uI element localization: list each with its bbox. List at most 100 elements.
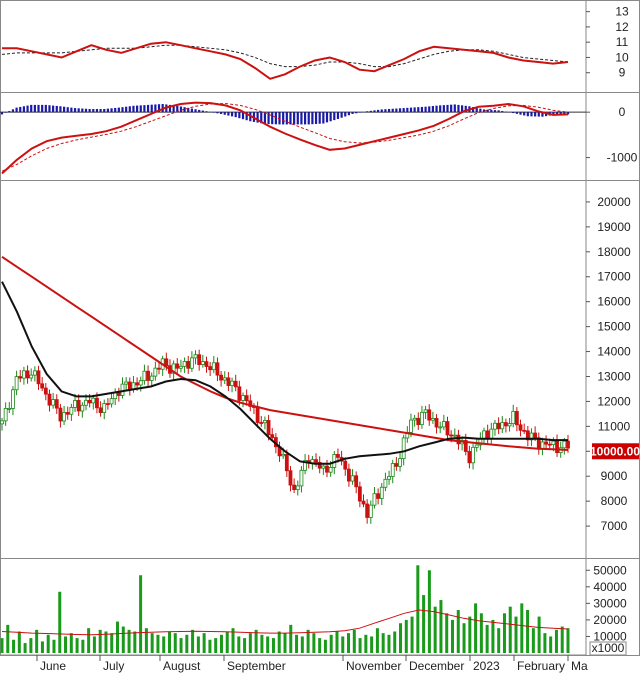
x-tick-label: Ma [571, 659, 588, 673]
candle-body [52, 400, 55, 406]
candle-body [413, 418, 416, 420]
price-tick-label: 19000 [597, 220, 631, 234]
candle-body [325, 466, 328, 472]
candle-body [453, 435, 456, 436]
volume-bar [41, 641, 44, 653]
volume-bar [301, 636, 304, 653]
volume-bar [561, 627, 564, 653]
volume-bar [486, 625, 489, 653]
volume-tick-label: 40000 [593, 580, 627, 594]
candle-body [84, 400, 87, 405]
volume-bar [405, 620, 408, 653]
volume-bar [330, 635, 333, 653]
volume-bar [12, 640, 15, 653]
candle-body [4, 408, 7, 420]
candle-body [431, 418, 434, 420]
price-tick-label: 17000 [597, 270, 631, 284]
rsi-signal-line [2, 45, 568, 66]
volume-bar [70, 633, 73, 653]
volume-bar [174, 633, 177, 653]
volume-bar [411, 617, 414, 653]
candle-body [63, 412, 66, 421]
candle-body [336, 454, 339, 457]
candle-body [154, 368, 157, 376]
volume-bar [347, 633, 350, 653]
candle-body [457, 435, 460, 444]
volume-bar [272, 638, 275, 653]
volume-unit-label: x1000 [592, 641, 625, 655]
volume-bar [491, 620, 494, 653]
candle-body [26, 371, 29, 378]
volume-bar [416, 565, 419, 653]
last-price-tag: 10000.00 [590, 443, 640, 459]
candle-body [512, 411, 515, 423]
candle-body [55, 400, 58, 409]
macd-tick-label: 0 [619, 105, 626, 119]
candle-body [271, 435, 274, 438]
candle-body [110, 399, 113, 404]
candle-body [472, 447, 475, 462]
volume-bar [139, 575, 142, 653]
volume-bar [284, 633, 287, 653]
candle-body [1, 421, 4, 424]
candle-body [329, 467, 332, 472]
rsi-tick-label: 9 [619, 66, 626, 80]
candle-body [490, 429, 493, 439]
volume-bar [47, 635, 50, 653]
candle-body [534, 433, 537, 438]
volume-bar [29, 638, 32, 653]
candle-body [344, 461, 347, 469]
panel-frames [1, 0, 640, 656]
candle-body [198, 355, 201, 365]
volume-bar [307, 630, 310, 653]
candle-body [366, 504, 369, 517]
rsi-tick-label: 13 [615, 5, 629, 19]
candle-body [41, 384, 44, 388]
price-panel: 2000019000180001700016000150001400013000… [1, 195, 640, 533]
volume-bar [237, 636, 240, 653]
volume-bar [399, 623, 402, 653]
candle-body [48, 394, 51, 405]
volume-bar [503, 613, 506, 653]
volume-bar [122, 627, 125, 653]
volume-bar [515, 617, 518, 653]
candle-body [315, 460, 318, 463]
volume-bar [76, 638, 79, 653]
candle-body [209, 367, 212, 370]
candle-body [128, 382, 131, 389]
moving-average-red [2, 257, 568, 450]
candle-body [508, 424, 511, 426]
rsi-tick-label: 10 [615, 50, 629, 64]
candle-body [106, 404, 109, 405]
rsi-tick-label: 11 [616, 35, 629, 49]
volume-bar [214, 638, 217, 653]
candle-body [285, 454, 288, 470]
volume-bar [543, 633, 546, 653]
volume-bar [116, 622, 119, 653]
candle-body [238, 387, 241, 401]
candle-body [190, 358, 193, 368]
candle-body [201, 362, 204, 365]
volume-bar [278, 631, 281, 653]
volume-bar [353, 630, 356, 653]
price-tick-label: 11000 [598, 419, 631, 433]
volume-bar [260, 635, 263, 653]
volume-bar [24, 643, 27, 653]
candle-body [70, 407, 73, 414]
volume-bar [81, 640, 84, 653]
volume-bar [197, 636, 200, 653]
volume-bar [220, 635, 223, 653]
volume-bar [133, 631, 136, 653]
candle-body [212, 363, 215, 370]
candle-body [59, 408, 62, 421]
rsi-line [2, 42, 568, 79]
candle-body [227, 378, 230, 386]
volume-bar [312, 633, 315, 653]
price-tick-label: 14000 [597, 345, 631, 359]
volume-bar [474, 603, 477, 653]
volume-bar [445, 613, 448, 653]
volume-bar [532, 628, 535, 653]
